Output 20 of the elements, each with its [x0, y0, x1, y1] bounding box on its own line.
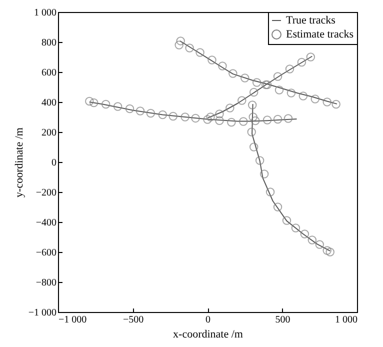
y-tick-label: 1 000: [34, 8, 56, 18]
x-tick-label: 1 000: [335, 314, 358, 326]
y-tick-label: −400: [36, 218, 56, 228]
legend-label: True tracks: [286, 14, 336, 26]
y-tick-label: −800: [36, 278, 56, 288]
legend-label: Estimate tracks: [286, 28, 354, 40]
y-tick-label: 400: [42, 98, 56, 108]
y-axis-title: y-coordinate /m: [13, 127, 26, 198]
y-tick-label: −1 000: [28, 308, 56, 318]
x-tick-label: 500: [275, 314, 290, 326]
y-tick-label: 600: [42, 68, 56, 78]
x-tick-label: −500: [122, 314, 144, 326]
x-tick-label: 0: [206, 314, 210, 326]
y-tick-label: 800: [42, 38, 56, 48]
y-tick-label: −200: [36, 188, 56, 198]
y-tick-label: −600: [36, 248, 56, 258]
y-tick-label: 0: [52, 158, 56, 168]
x-tick-label: −1 000: [58, 314, 87, 326]
y-tick-label: 200: [42, 128, 56, 138]
x-axis-title: x-coordinate /m: [173, 328, 244, 340]
